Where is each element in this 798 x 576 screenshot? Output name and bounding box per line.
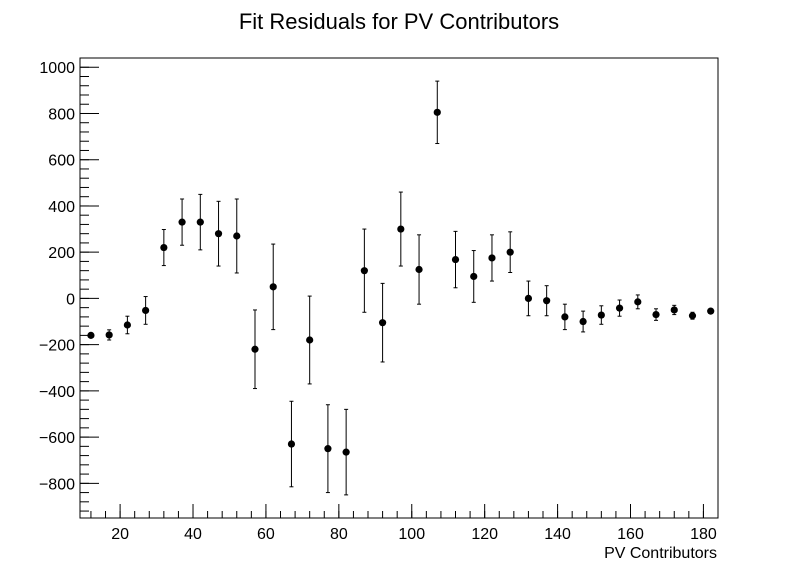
data-point (597, 311, 605, 319)
y-tick-label: −200 (39, 338, 75, 355)
y-tick-label: −600 (39, 430, 75, 447)
x-tick-label: 180 (690, 526, 717, 543)
data-point (524, 294, 533, 303)
data-point (579, 317, 587, 326)
data-point (451, 255, 460, 264)
data-point (688, 312, 697, 320)
data-point (306, 336, 314, 344)
y-tick-label: 0 (66, 291, 75, 308)
data-point (360, 267, 368, 275)
x-axis-ticks (90, 504, 719, 518)
data-point (87, 331, 95, 339)
data-point (433, 108, 441, 116)
x-tick-label: 40 (184, 526, 202, 543)
data-point (251, 345, 259, 353)
y-tick-label: 200 (48, 245, 75, 262)
y-tick-label: 1000 (39, 60, 75, 77)
data-point (142, 306, 150, 315)
y-tick-label: 600 (48, 153, 75, 170)
error-bars (88, 80, 713, 496)
x-tick-label: 100 (398, 526, 425, 543)
x-tick-label: 80 (330, 526, 348, 543)
y-tick-label: 800 (48, 106, 75, 123)
y-tick-label: −800 (39, 476, 75, 493)
y-axis-tick-labels: −800 −600 −400 −200 0 200 400 600 800 1000 (39, 60, 75, 493)
x-axis-label: PV Contributors (604, 545, 717, 562)
data-point (670, 306, 678, 314)
plot-frame (79, 57, 719, 519)
chart-title: Fit Residuals for PV Contributors (239, 9, 559, 34)
x-tick-label: 120 (471, 526, 498, 543)
x-tick-label: 160 (617, 526, 644, 543)
data-point (652, 310, 660, 319)
data-point (543, 297, 551, 305)
data-point (160, 243, 168, 252)
data-point (397, 225, 405, 233)
y-tick-label: 400 (48, 199, 75, 216)
x-axis-tick-labels: 20 40 60 80 100 120 140 160 180 (111, 526, 717, 543)
x-tick-label: 20 (111, 526, 129, 543)
data-point (615, 304, 624, 312)
data-point (324, 445, 332, 453)
data-point (707, 307, 715, 315)
data-point (561, 313, 569, 321)
data-point (342, 448, 350, 456)
data-point (123, 321, 131, 329)
y-tick-label: −400 (39, 384, 75, 401)
data-points (87, 108, 715, 456)
data-point (506, 248, 514, 256)
y-axis-ticks (80, 57, 99, 512)
data-point (634, 298, 642, 306)
data-point (488, 254, 496, 262)
data-point (214, 230, 223, 238)
data-point (287, 440, 296, 448)
x-tick-label: 60 (257, 526, 275, 543)
data-point (178, 218, 186, 226)
data-point (269, 283, 277, 291)
data-point (470, 272, 478, 281)
data-point (105, 331, 113, 339)
data-point (378, 319, 387, 327)
data-point (233, 232, 241, 240)
x-tick-label: 140 (544, 526, 571, 543)
data-point (196, 218, 204, 226)
data-point (415, 265, 423, 274)
